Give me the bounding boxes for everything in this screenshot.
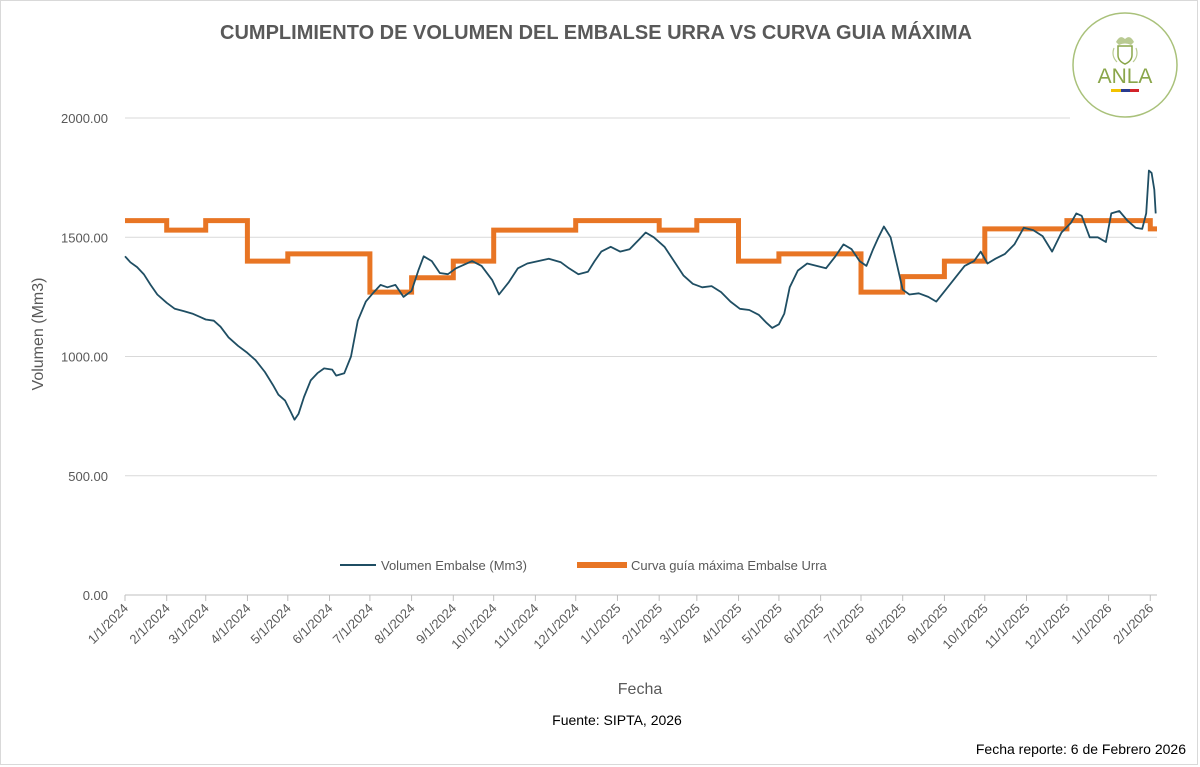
source-note: Fuente: SIPTA, 2026: [552, 712, 682, 728]
y-tick-label: 2000.00: [61, 111, 108, 126]
x-tick-label: 1/1/2025: [577, 601, 623, 647]
x-tick-label: 1/1/2026: [1068, 601, 1114, 647]
anla-logo: ANLA: [1072, 12, 1178, 118]
y-tick-label: 1000.00: [61, 350, 108, 365]
logo-circle: [1072, 12, 1178, 118]
x-tick-label: 2/1/2024: [126, 601, 172, 647]
legend-label-volumen: Volumen Embalse (Mm3): [381, 558, 527, 573]
x-tick-label: 6/1/2025: [780, 601, 826, 647]
x-tick-label: 5/1/2025: [739, 601, 785, 647]
logo-text: ANLA: [1098, 65, 1153, 88]
x-tick-label: 6/1/2024: [289, 601, 335, 647]
y-tick-label: 1500.00: [61, 230, 108, 245]
series-line-curva-guia: [125, 218, 1157, 295]
flag-stripe-yellow: [1111, 89, 1121, 92]
x-tick-label: 7/1/2024: [330, 601, 376, 647]
x-tick-label: 2/1/2025: [619, 601, 665, 647]
flag-stripe-red: [1130, 89, 1139, 92]
flag-stripe-blue: [1121, 89, 1130, 92]
coat-of-arms-icon: [1112, 37, 1138, 65]
y-tick-label: 0.00: [83, 588, 108, 603]
legend-label-curva: Curva guía máxima Embalse Urra: [631, 558, 828, 573]
y-axis-ticks: 0.00 500.00 1000.00 1500.00 2000.00: [61, 111, 108, 603]
series-group: [124, 169, 1157, 421]
x-tick-label: 8/1/2025: [862, 601, 908, 647]
gridlines: [125, 117, 1157, 596]
x-tick-label: 4/1/2024: [207, 601, 253, 647]
x-tick-label: 4/1/2025: [698, 601, 744, 647]
x-tick-label: 2/1/2026: [1110, 601, 1156, 647]
legend: Volumen Embalse (Mm3) Curva guía máxima …: [340, 558, 828, 573]
report-date: Fecha reporte: 6 de Febrero 2026: [976, 741, 1186, 757]
x-tick-label: 1/1/2024: [85, 601, 131, 647]
x-tick-label: 3/1/2024: [165, 601, 211, 647]
x-axis-ticks: 1/1/20242/1/20243/1/20244/1/20245/1/2024…: [85, 595, 1156, 652]
y-axis-title: Volumen (Mm3): [30, 278, 47, 391]
chart-title: CUMPLIMIENTO DE VOLUMEN DEL EMBALSE URRA…: [220, 21, 972, 44]
x-tick-label: 8/1/2024: [371, 601, 417, 647]
x-axis-title: Fecha: [618, 681, 663, 698]
x-tick-label: 7/1/2025: [821, 601, 867, 647]
y-tick-label: 500.00: [68, 469, 108, 484]
x-tick-label: 3/1/2025: [657, 601, 703, 647]
x-tick-label: 5/1/2024: [248, 601, 294, 647]
series-line-volumen: [124, 169, 1157, 421]
